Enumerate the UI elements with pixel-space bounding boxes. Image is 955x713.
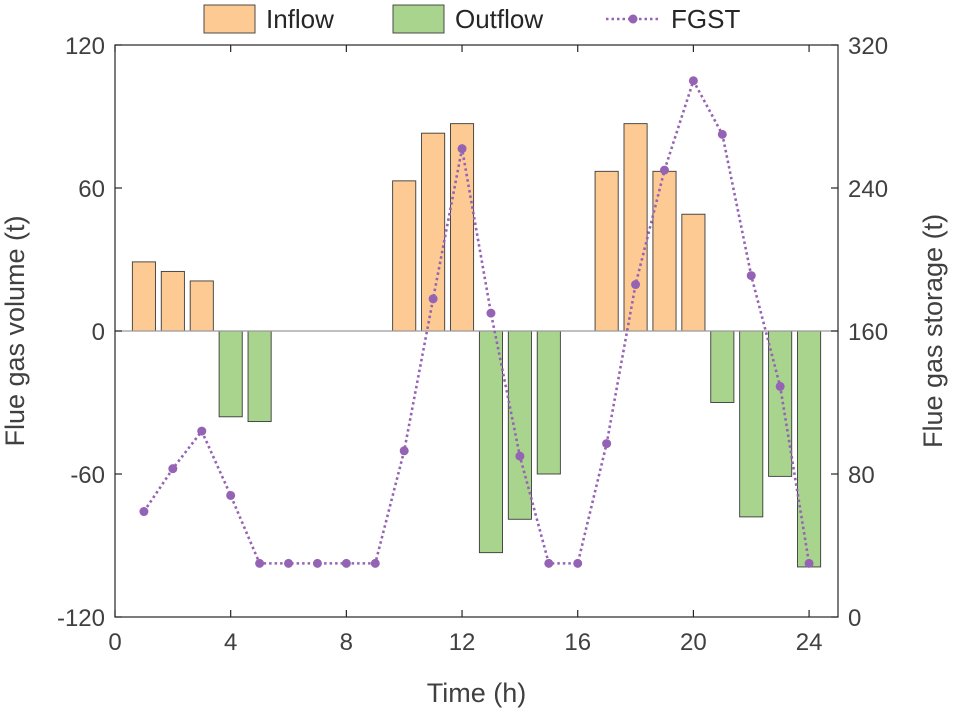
point-fgst-20 <box>688 76 698 86</box>
bar-inflow-1 <box>131 261 156 332</box>
bar-inflow-10 <box>392 180 417 332</box>
line-layer <box>139 76 814 568</box>
point-fgst-9 <box>370 558 380 568</box>
bar-outflow-15 <box>536 330 561 475</box>
point-fgst-23 <box>775 381 785 391</box>
legend-label-outflow: Outflow <box>455 4 543 34</box>
point-fgst-18 <box>631 280 641 290</box>
bar-inflow-19 <box>652 170 677 332</box>
point-fgst-14 <box>515 451 525 461</box>
x-tick-label: 0 <box>108 629 121 656</box>
x-tick-label: 16 <box>564 629 591 656</box>
point-fgst-1 <box>139 507 149 517</box>
x-axis-title: Time (h) <box>427 678 527 708</box>
legend-label-fgst: FGST <box>671 4 740 34</box>
y-axis-right-title: Flue gas storage (t) <box>918 214 948 448</box>
bar-outflow-22 <box>739 330 764 518</box>
x-tick-label: 24 <box>796 629 823 656</box>
x-tick-label: 20 <box>680 629 707 656</box>
point-fgst-19 <box>659 165 669 175</box>
y-tick-label: -120 <box>57 605 105 632</box>
legend-swatch-inflow <box>203 4 256 34</box>
bar-inflow-20 <box>681 213 706 332</box>
legend-item-fgst: FGST <box>606 4 740 34</box>
x-tick-label: 12 <box>449 629 476 656</box>
point-fgst-10 <box>399 446 409 456</box>
y-tick-label: -60 <box>70 462 105 489</box>
legend-label-inflow: Inflow <box>266 4 334 34</box>
point-fgst-24 <box>804 558 814 568</box>
y-tick-label: 0 <box>92 319 105 346</box>
bar-outflow-21 <box>710 330 735 403</box>
point-fgst-7 <box>312 558 322 568</box>
y-right-tick-label: 160 <box>848 319 888 346</box>
legend: Inflow Outflow FGST <box>203 4 740 34</box>
legend-item-inflow: Inflow <box>203 4 334 34</box>
bar-inflow-18 <box>623 123 648 332</box>
bar-outflow-13 <box>478 330 503 554</box>
bar-inflow-3 <box>189 280 214 332</box>
point-fgst-22 <box>746 271 756 281</box>
x-tick-label: 8 <box>340 629 353 656</box>
bar-layer <box>131 123 822 568</box>
point-fgst-11 <box>428 294 438 304</box>
legend-swatch-outflow <box>392 4 445 34</box>
legend-marker-fgst <box>628 14 638 24</box>
bar-outflow-23 <box>768 330 793 477</box>
point-fgst-13 <box>486 308 496 318</box>
point-fgst-6 <box>284 558 294 568</box>
y-right-tick-label: 240 <box>848 176 888 203</box>
point-fgst-17 <box>602 439 612 449</box>
bar-outflow-4 <box>218 330 243 418</box>
point-fgst-16 <box>573 558 583 568</box>
y-tick-label: 120 <box>65 33 105 60</box>
point-fgst-21 <box>717 129 727 139</box>
y-tick-label: 60 <box>78 176 105 203</box>
y-right-tick-label: 0 <box>848 605 861 632</box>
point-fgst-15 <box>544 558 554 568</box>
series-line-fgst <box>142 77 811 565</box>
point-fgst-8 <box>341 558 351 568</box>
bar-inflow-2 <box>160 270 185 332</box>
point-fgst-3 <box>197 426 207 436</box>
bar-outflow-5 <box>247 330 272 423</box>
point-fgst-5 <box>255 558 265 568</box>
y-right-tick-label: 320 <box>848 33 888 60</box>
bar-inflow-17 <box>594 170 619 332</box>
x-tick-label: 4 <box>224 629 237 656</box>
tick-layer: 0 4 8 12 16 20 24 120 60 0 -60 -120 320 240 160 80 0 <box>57 33 888 656</box>
bar-outflow-14 <box>507 330 532 520</box>
point-fgst-2 <box>168 464 178 474</box>
point-fgst-12 <box>457 144 467 154</box>
legend-item-outflow: Outflow <box>392 4 543 34</box>
bar-outflow-24 <box>797 330 822 568</box>
y-right-tick-label: 80 <box>848 462 875 489</box>
y-axis-title: Flue gas volume (t) <box>0 215 30 446</box>
point-fgst-4 <box>226 490 236 500</box>
